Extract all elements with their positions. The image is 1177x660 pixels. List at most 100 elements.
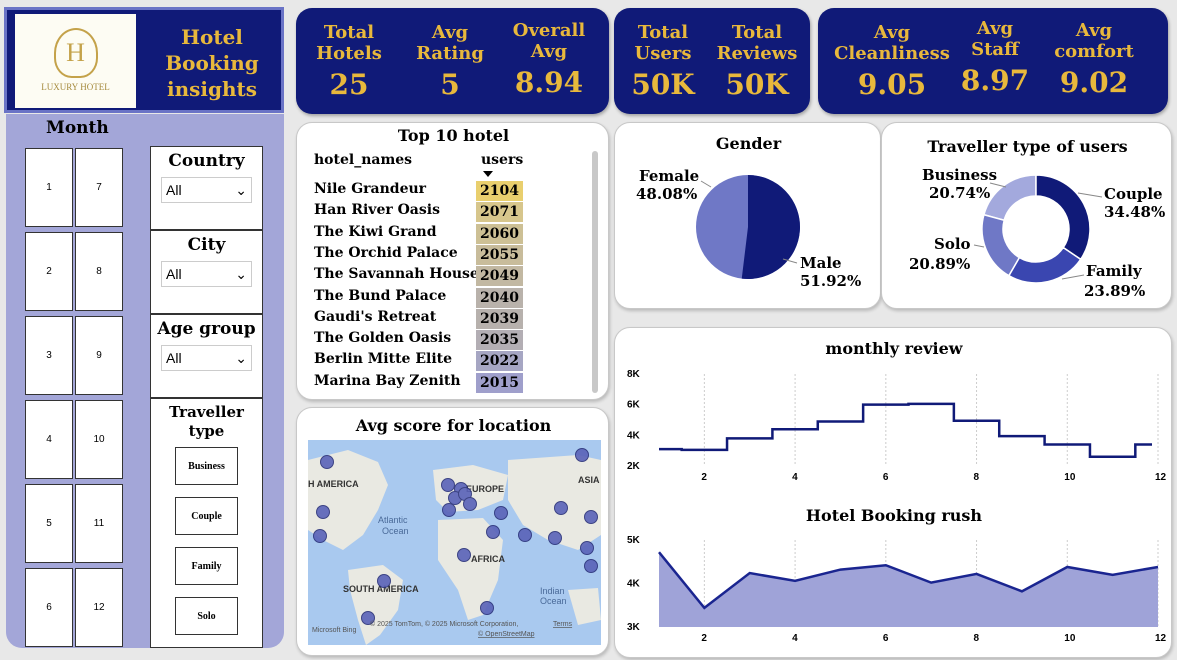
booking-rush-line[interactable] bbox=[658, 551, 1159, 610]
pie-slice-male[interactable] bbox=[741, 175, 800, 279]
gender-pie-chart[interactable]: Female 48.08% Male 51.92% bbox=[615, 123, 882, 310]
month-button-11[interactable]: 11 bbox=[75, 484, 123, 563]
country-filter: Country All ⌄ bbox=[150, 146, 263, 230]
month-button-2[interactable]: 2 bbox=[25, 232, 73, 311]
x-tick-label: 6 bbox=[883, 472, 889, 483]
donut-pct-solo: 20.89% bbox=[909, 255, 970, 273]
month-button-12[interactable]: 12 bbox=[75, 568, 123, 647]
y-tick-label: 8K bbox=[627, 369, 641, 380]
month-button-3[interactable]: 3 bbox=[25, 316, 73, 395]
map-bing-credit: Microsoft Bing bbox=[312, 627, 356, 634]
map-marker[interactable] bbox=[580, 541, 594, 555]
country-label: Country bbox=[168, 151, 245, 171]
map-terms-link[interactable]: Terms bbox=[553, 621, 573, 628]
map-marker[interactable] bbox=[457, 548, 471, 562]
map-marker[interactable] bbox=[554, 501, 568, 515]
hotel-users-cell: 2035 bbox=[476, 330, 523, 351]
page-title: Hotel Booking insights bbox=[165, 25, 259, 101]
x-tick-label: 10 bbox=[1064, 472, 1076, 483]
map-marker[interactable] bbox=[518, 528, 532, 542]
map-marker[interactable] bbox=[494, 506, 508, 520]
month-button-8[interactable]: 8 bbox=[75, 232, 123, 311]
y-tick-label: 4K bbox=[627, 579, 641, 590]
donut-slice-family[interactable] bbox=[1007, 246, 1082, 284]
country-dropdown[interactable]: All ⌄ bbox=[161, 177, 252, 203]
age-group-dropdown[interactable]: All ⌄ bbox=[161, 345, 252, 371]
chevron-down-icon: ⌄ bbox=[235, 181, 247, 198]
map-marker[interactable] bbox=[584, 510, 598, 524]
filter-panel: Month 1 2 3 4 5 6 7 8 9 10 11 12 Country… bbox=[6, 114, 284, 648]
hotel-name-cell: The Savannah House bbox=[314, 266, 479, 283]
month-button-6[interactable]: 6 bbox=[25, 568, 73, 647]
hotel-name-cell: Marina Bay Zenith bbox=[314, 372, 461, 389]
map-label-north-america: H AMERICA bbox=[308, 479, 359, 489]
donut-slice-couple[interactable] bbox=[1035, 174, 1091, 261]
map-marker[interactable] bbox=[320, 455, 334, 469]
map-marker[interactable] bbox=[480, 601, 494, 615]
traveller-business-button[interactable]: Business bbox=[175, 447, 238, 485]
hotel-name-cell: The Kiwi Grand bbox=[314, 223, 437, 240]
map-marker[interactable] bbox=[442, 503, 456, 517]
kpi-total-hotels: Total Hotels 25 bbox=[316, 22, 382, 101]
map-marker[interactable] bbox=[584, 559, 598, 573]
x-tick-label: 12 bbox=[1155, 633, 1167, 644]
x-tick-label: 6 bbox=[883, 633, 889, 644]
city-dropdown[interactable]: All ⌄ bbox=[161, 261, 252, 287]
traveller-donut-chart[interactable]: Business 20.74% Couple 34.48% Solo 20.89… bbox=[882, 123, 1173, 310]
booking-rush-area bbox=[659, 552, 1158, 627]
col-header-users[interactable]: users bbox=[481, 152, 524, 168]
month-button-4[interactable]: 4 bbox=[25, 400, 73, 479]
col-header-hotel-names[interactable]: hotel_names bbox=[314, 152, 413, 168]
traveller-type-label: Traveller type bbox=[169, 403, 244, 440]
monthly-review-line[interactable] bbox=[659, 402, 1152, 459]
month-button-1[interactable]: 1 bbox=[25, 148, 73, 227]
map-marker[interactable] bbox=[361, 611, 375, 625]
month-button-5[interactable]: 5 bbox=[25, 484, 73, 563]
hotel-name-cell: The Bund Palace bbox=[314, 287, 447, 304]
month-button-10[interactable]: 10 bbox=[75, 400, 123, 479]
map-marker[interactable] bbox=[486, 525, 500, 539]
age-group-label: Age group bbox=[157, 319, 256, 339]
donut-label-couple: Couple bbox=[1104, 185, 1163, 203]
map-osm-link[interactable]: © OpenStreetMap bbox=[478, 630, 535, 638]
month-button-9[interactable]: 9 bbox=[75, 316, 123, 395]
traveller-solo-button[interactable]: Solo bbox=[175, 597, 238, 635]
map-label-atlantic-ocean: Ocean bbox=[382, 526, 409, 536]
map-marker[interactable] bbox=[441, 478, 455, 492]
hotel-name-cell: The Golden Oasis bbox=[314, 330, 452, 347]
trend-charts[interactable]: 2K 4K 6K 8K 2 4 6 8 10 12 3K 4K 5K 2 4 6 8 10 12 bbox=[615, 328, 1173, 659]
kpi-avg-staff: Avg Staff 8.97 bbox=[960, 18, 1030, 97]
kpi-avg-cleanliness: Avg Cleanliness 9.05 bbox=[834, 22, 950, 101]
donut-label-solo: Solo bbox=[934, 235, 971, 253]
booking-rush-title: Hotel Booking rush bbox=[805, 506, 983, 525]
x-tick-label: 12 bbox=[1155, 472, 1167, 483]
x-tick-label: 10 bbox=[1064, 633, 1076, 644]
kpi-group-hotels: Total Hotels 25 Avg Rating 5 Overall Avg 8.94 bbox=[296, 8, 609, 114]
map-marker[interactable] bbox=[575, 448, 589, 462]
hotel-name-cell: The Orchid Palace bbox=[314, 244, 458, 261]
table-scrollbar[interactable] bbox=[592, 151, 598, 393]
map-label-indian: Indian bbox=[540, 586, 565, 596]
map-label-south-america: SOUTH AMERICA bbox=[343, 584, 419, 594]
kpi-avg-rating: Avg Rating 5 bbox=[416, 22, 484, 101]
sort-desc-icon bbox=[483, 171, 493, 177]
donut-slice-solo[interactable] bbox=[981, 213, 1021, 277]
donut-pct-business: 20.74% bbox=[929, 184, 990, 202]
y-tick-label: 4K bbox=[627, 430, 641, 441]
traveller-couple-button[interactable]: Couple bbox=[175, 497, 238, 535]
month-title: Month bbox=[46, 118, 109, 138]
y-tick-label: 5K bbox=[627, 535, 641, 546]
month-button-7[interactable]: 7 bbox=[75, 148, 123, 227]
map-marker[interactable] bbox=[316, 505, 330, 519]
traveller-family-button[interactable]: Family bbox=[175, 547, 238, 585]
map-marker[interactable] bbox=[463, 497, 477, 511]
hotel-users-cell: 2055 bbox=[476, 244, 523, 265]
header-logo-panel: H LUXURY HOTEL Hotel Booking insights bbox=[4, 7, 284, 113]
map-marker[interactable] bbox=[548, 531, 562, 545]
map-copyright: © 2025 TomTom, © 2025 Microsoft Corporat… bbox=[370, 620, 518, 628]
hotel-users-cell: 2071 bbox=[476, 202, 523, 223]
map-marker[interactable] bbox=[377, 574, 391, 588]
top-hotels-title: Top 10 hotel bbox=[397, 126, 510, 145]
world-map[interactable]: H AMERICA EUROPE ASIA Atlantic Ocean AFR… bbox=[308, 440, 601, 645]
map-marker[interactable] bbox=[313, 529, 327, 543]
